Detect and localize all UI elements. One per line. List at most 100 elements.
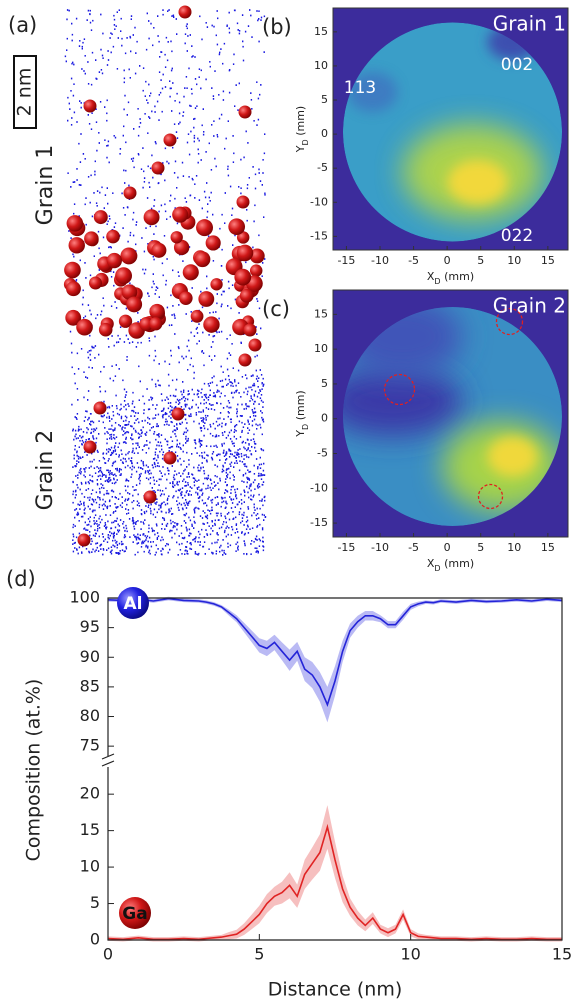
x-tick-label: -15 — [337, 254, 355, 267]
x-tick-label: 5 — [477, 541, 484, 554]
x-tick-label: -15 — [337, 541, 355, 554]
ga-atom — [88, 276, 103, 290]
x-tick-label: 10 — [400, 945, 420, 964]
map-image — [333, 290, 568, 537]
y-tick-label: -10 — [310, 481, 328, 494]
ga-atom — [194, 251, 211, 268]
ga-atom — [236, 195, 250, 209]
axis-break — [101, 753, 115, 767]
y-tick-label: -5 — [317, 447, 328, 460]
legend-ball — [117, 587, 149, 619]
disk — [343, 307, 562, 526]
pole-label: 002 — [501, 55, 533, 75]
x-tick-label: 5 — [477, 254, 484, 267]
ga-atom — [143, 209, 160, 226]
scale-bar-label: 2 nm — [14, 68, 36, 117]
ga-atom — [205, 235, 221, 251]
y-tick-label: 90 — [80, 647, 100, 666]
ga-atom — [236, 231, 250, 244]
x-tick-label: 15 — [541, 254, 555, 267]
ga-atom — [115, 267, 133, 285]
legend-label: Al — [124, 594, 143, 614]
x-tick-label: 0 — [444, 254, 451, 267]
ga-atom — [196, 219, 213, 237]
ga-atom — [149, 317, 163, 331]
series-line — [107, 823, 562, 941]
y-tick-label: 10 — [314, 342, 328, 355]
y-tick-label: -10 — [310, 195, 328, 208]
y-tick-label: 15 — [314, 25, 328, 38]
axis-label: YD (mm) — [294, 106, 310, 153]
axis-label: XD (mm) — [427, 557, 474, 573]
ga-atom — [139, 317, 154, 331]
y-tick-label: 5 — [90, 893, 100, 912]
ga-atom — [163, 451, 177, 465]
ga-atom — [106, 229, 120, 244]
intensity — [487, 436, 538, 477]
grain-label: Grain 1 — [493, 12, 566, 36]
ga-atom — [68, 237, 85, 254]
axis-label-part: Y — [294, 430, 307, 438]
ga-atom — [236, 244, 254, 262]
ga-atom — [143, 490, 157, 504]
panel-label: (c) — [262, 297, 290, 321]
axis-label: YD (mm) — [294, 390, 310, 437]
atoms — [64, 9, 267, 556]
y-tick-label: 0 — [90, 930, 100, 949]
y-tick-label: 85 — [80, 676, 100, 695]
grain-label: Grain 1 — [33, 145, 58, 226]
x-tick-label: 10 — [507, 541, 521, 554]
y-tick-label: -15 — [310, 516, 328, 529]
y-tick-label: 20 — [80, 784, 100, 803]
grain-label: Grain 2 — [33, 430, 58, 511]
x-axis-label: Distance (nm) — [268, 979, 403, 1001]
ga-atom — [98, 322, 113, 337]
ga-atom — [151, 242, 167, 258]
x-tick-label: 15 — [541, 541, 555, 554]
x-tick-label: 10 — [507, 254, 521, 267]
ga-atom — [64, 261, 81, 279]
axis-label-part: (mm) — [294, 106, 307, 140]
ga-atom — [93, 210, 108, 225]
ga-atom — [66, 281, 81, 297]
ga-atom — [149, 303, 165, 320]
y-axis-label: Composition (at.%) — [23, 679, 45, 862]
axis-label-part: D — [434, 277, 440, 286]
y-tick-label: 75 — [80, 736, 100, 755]
y-tick-label: 10 — [80, 857, 100, 876]
pole-label: 022 — [501, 226, 533, 246]
marker-circle — [495, 307, 524, 336]
y-tick-label: 10 — [314, 59, 328, 72]
ga-atom — [173, 239, 190, 256]
axis-label: XD (mm) — [427, 270, 474, 286]
marker-circle — [383, 373, 416, 406]
intensity — [343, 366, 463, 437]
ga-atom — [66, 215, 84, 232]
ga-atom — [76, 318, 93, 336]
panel-label: (a) — [8, 13, 37, 37]
ga-atom — [239, 288, 254, 303]
y-tick-label: 0 — [321, 127, 328, 140]
ga-atom — [198, 291, 215, 307]
axis-label-part: X — [427, 557, 435, 570]
ga-atom — [182, 264, 199, 281]
scale-bar — [13, 55, 37, 129]
x-tick-label: -5 — [408, 254, 419, 267]
legend-ball — [119, 897, 151, 929]
ga-atom — [238, 105, 252, 119]
disk — [343, 22, 562, 242]
axis-label-part: X — [427, 270, 435, 283]
pole — [347, 72, 398, 112]
error-band — [108, 805, 562, 942]
intensity — [447, 160, 508, 204]
series-line — [107, 597, 563, 708]
ga-atom — [249, 248, 265, 264]
ga-atom — [84, 231, 99, 246]
ga-atom — [106, 252, 122, 269]
axis-label-part: D — [434, 564, 440, 573]
axes-frame — [107, 597, 563, 941]
ga-atom — [171, 407, 185, 421]
ga-atom — [151, 161, 165, 175]
grain-label: Grain 2 — [493, 294, 566, 318]
